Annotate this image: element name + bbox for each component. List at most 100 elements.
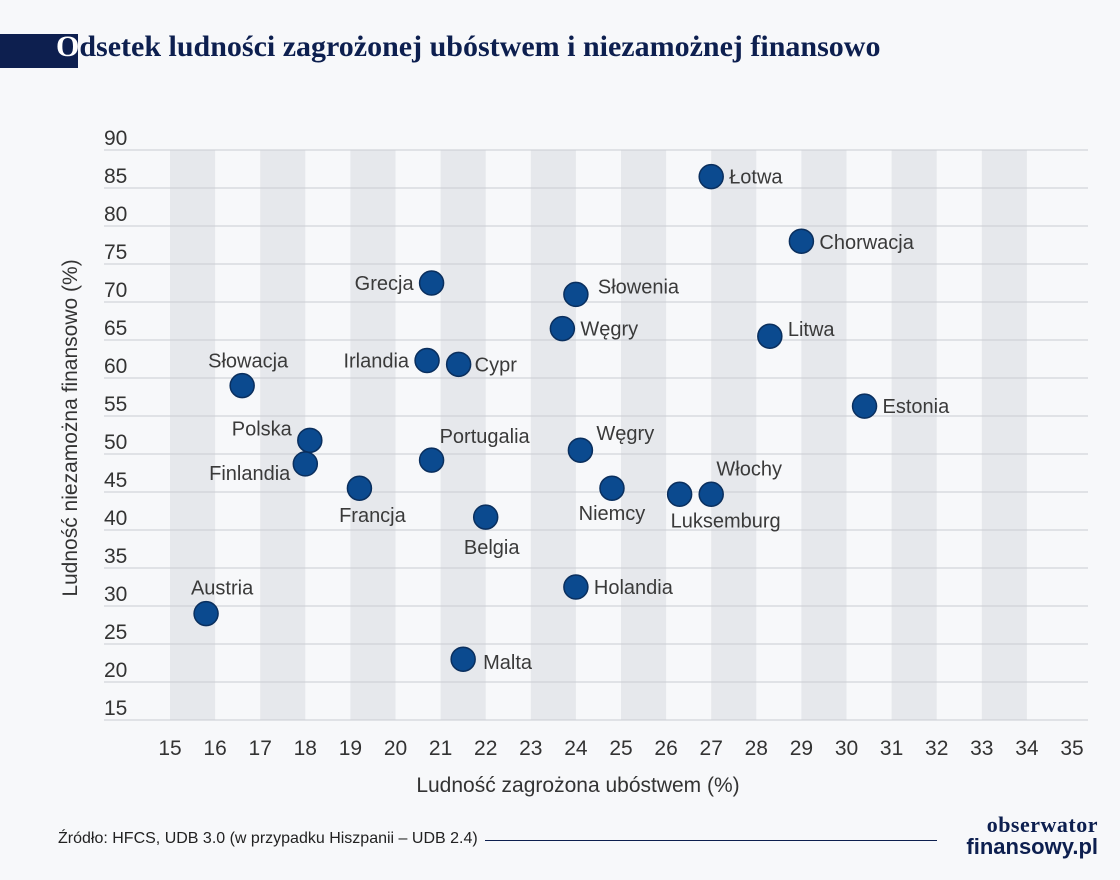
data-point-label: Łotwa: [729, 167, 783, 189]
title-initial-box: [52, 34, 78, 68]
grid-band: [891, 150, 937, 720]
y-tick-label: 40: [104, 507, 127, 530]
y-tick-label: 60: [104, 355, 127, 378]
x-tick-label: 31: [880, 737, 903, 760]
x-axis-ticks: 15 16 17 18 19 20 21 22 23 24 25 26 27 28 29 30 31 32 33 34…: [158, 737, 1083, 760]
x-tick-label: 17: [249, 737, 272, 760]
grid-band: [350, 150, 396, 720]
data-point: [472, 504, 499, 530]
data-point: [698, 481, 724, 508]
chart-title: Odsetek ludności zagrożonej ubóstwem i n…: [56, 30, 880, 64]
data-point: [292, 451, 319, 477]
x-tick-label: 16: [203, 737, 226, 760]
y-tick-label: 25: [104, 621, 127, 644]
x-tick-label: 21: [429, 737, 452, 760]
grid-band: [170, 150, 216, 720]
y-tick-label: 90: [104, 127, 127, 150]
footer-source: Źródło: HFCS, UDB 3.0 (w przypadku Hiszp…: [58, 830, 478, 847]
grid-band: [711, 150, 757, 720]
chart-title-initial: O: [56, 30, 80, 63]
data-point-label: Litwa: [788, 319, 836, 341]
x-tick-label: 24: [564, 737, 588, 760]
x-tick-label: 19: [339, 737, 362, 760]
data-point: [757, 323, 783, 349]
footer-divider: [485, 840, 937, 841]
data-point: [599, 475, 625, 501]
data-point-label: Słowenia: [598, 276, 680, 298]
y-tick-label: 80: [104, 203, 127, 226]
x-axis-title: Ludność zagrożona ubóstwem (%): [416, 774, 739, 797]
data-point-label: Słowacja: [208, 351, 289, 373]
y-tick-label: 55: [104, 393, 127, 416]
logo-line1: obserwator: [986, 812, 1098, 837]
data-point: [788, 228, 815, 254]
y-axis-ticks: 15 20 25 30 35 40 45 50 55 60 65 70 75 80 85 90: [104, 127, 127, 720]
data-point-label: Luksemburg: [671, 510, 781, 532]
grid-lines: [104, 149, 1088, 721]
data-point-label: Węgry: [580, 319, 638, 341]
data-point: [445, 351, 472, 378]
data-point: [450, 646, 476, 672]
data-point: [698, 163, 724, 190]
x-tick-label: 30: [835, 737, 858, 760]
x-tick-label: 26: [654, 737, 677, 760]
x-tick-label: 23: [519, 737, 542, 760]
data-point: [229, 372, 255, 399]
y-tick-label: 30: [104, 583, 127, 606]
y-tick-label: 50: [104, 431, 127, 454]
data-point-label: Włochy: [716, 458, 782, 480]
data-point-label: Belgia: [464, 537, 520, 559]
y-tick-label: 35: [104, 545, 127, 568]
y-tick-label: 85: [104, 165, 127, 188]
data-point: [418, 447, 445, 473]
data-point-label: Cypr: [475, 354, 518, 376]
grid-band: [981, 150, 1027, 720]
x-tick-label: 18: [294, 737, 317, 760]
grid-band: [621, 150, 667, 720]
data-point-label: Francja: [339, 505, 407, 527]
data-point-label: Irlandia: [343, 351, 409, 373]
data-point-label: Estonia: [883, 396, 951, 418]
data-point: [549, 315, 576, 342]
logo-line2: finansowy.pl: [966, 834, 1098, 859]
data-point-label: Malta: [483, 652, 533, 674]
data-point-label: Portugalia: [440, 426, 531, 448]
x-tick-label: 27: [700, 737, 723, 760]
data-point: [563, 574, 589, 600]
grid-band: [530, 150, 576, 720]
data-point-label: Chorwacja: [819, 232, 914, 254]
x-tick-label: 15: [158, 737, 181, 760]
x-tick-label: 22: [474, 737, 497, 760]
grid-band: [260, 150, 306, 720]
data-point-label: Polska: [232, 418, 293, 440]
x-tick-label: 35: [1060, 737, 1083, 760]
data-point: [418, 270, 445, 296]
data-point: [346, 475, 373, 501]
data-point: [563, 281, 589, 308]
x-tick-label: 28: [745, 737, 768, 760]
data-point-label: Holandia: [594, 577, 674, 599]
data-point: [414, 347, 440, 374]
data-point-label: Grecja: [355, 273, 415, 295]
y-tick-label: 20: [104, 659, 127, 682]
x-tick-label: 29: [790, 737, 813, 760]
data-point: [851, 393, 878, 419]
x-tick-label: 20: [384, 737, 407, 760]
x-tick-label: 32: [925, 737, 948, 760]
y-tick-label: 15: [104, 697, 127, 720]
grid-band: [440, 150, 486, 720]
y-tick-label: 75: [104, 241, 127, 264]
brand-logo: obserwator finansowy.pl: [948, 814, 1098, 858]
y-tick-label: 45: [104, 469, 127, 492]
chart-title-rest: dsetek ludności zagrożonej ubóstwem i ni…: [79, 30, 881, 63]
data-point-label: Niemcy: [579, 503, 646, 525]
y-tick-label: 65: [104, 317, 127, 340]
x-tick-label: 25: [609, 737, 632, 760]
x-tick-label: 33: [970, 737, 993, 760]
data-point-label: Węgry: [596, 423, 654, 445]
data-point-label: Finlandia: [209, 463, 291, 485]
data-points: Łotwa Chorwacja Grecja Słowenia Węgry Litwa Ir…: [191, 163, 951, 674]
data-point-label: Austria: [191, 578, 254, 600]
data-point: [297, 427, 323, 454]
